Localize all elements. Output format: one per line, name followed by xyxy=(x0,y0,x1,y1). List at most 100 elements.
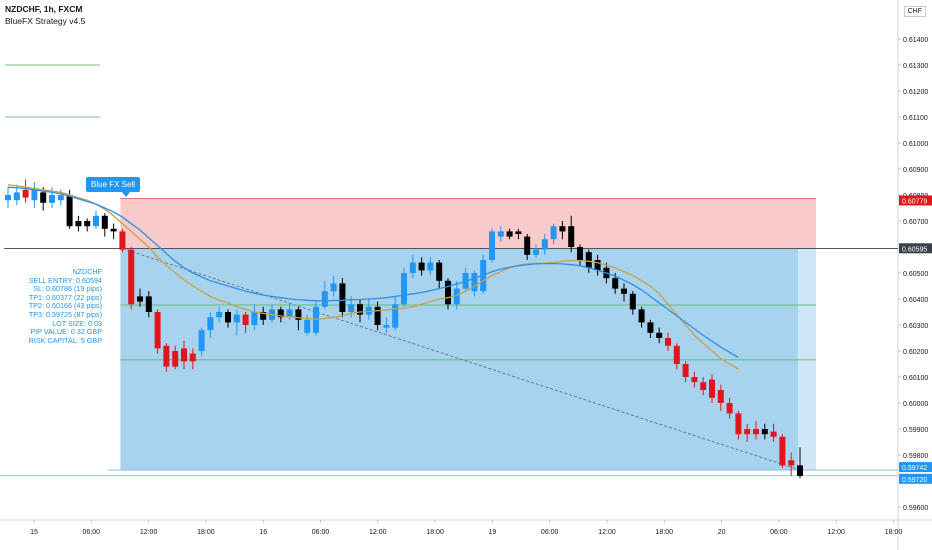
candle-body xyxy=(216,312,223,318)
candle-body xyxy=(339,283,346,312)
candle-body xyxy=(304,319,311,333)
candle-body xyxy=(506,231,513,237)
candle-body xyxy=(357,304,363,315)
x-tick-label: 12:00 xyxy=(598,529,616,536)
candle-body xyxy=(436,262,443,281)
y-tick-label: 0.61200 xyxy=(903,89,928,96)
y-tick-label: 0.59600 xyxy=(903,505,928,512)
candle-body xyxy=(31,189,38,201)
candle xyxy=(471,270,478,297)
moving-averages xyxy=(7,183,739,370)
candle-body xyxy=(647,322,654,333)
candle xyxy=(709,374,715,403)
candle xyxy=(656,327,663,344)
candle xyxy=(559,221,566,240)
candle xyxy=(700,377,707,396)
candle-body xyxy=(515,231,522,234)
candle-body xyxy=(797,465,803,476)
candle-body xyxy=(242,314,249,325)
candle xyxy=(717,384,724,411)
candle xyxy=(797,447,803,479)
candle-body xyxy=(277,309,284,318)
symbol-title: NZDCHF, 1h, FXCM xyxy=(5,4,83,14)
candle xyxy=(524,234,531,260)
candle-body xyxy=(57,195,64,201)
candle-body xyxy=(621,288,627,294)
y-tick-label: 0.61000 xyxy=(903,141,928,148)
price-label-entry: 0.60595 xyxy=(902,246,927,253)
candle-body xyxy=(260,312,267,320)
candle-body xyxy=(251,312,258,325)
candle-body xyxy=(383,325,390,328)
candle-body xyxy=(233,314,240,323)
candle-body xyxy=(409,262,416,273)
candle-body xyxy=(225,312,231,323)
candle xyxy=(401,267,407,307)
candle xyxy=(568,215,575,253)
candle xyxy=(392,296,399,331)
trade-path-line xyxy=(122,248,801,471)
y-tick-label: 0.61300 xyxy=(903,63,928,70)
candle-body xyxy=(770,431,777,437)
candle xyxy=(154,309,161,354)
candle-body xyxy=(568,226,575,247)
trade-info-line: TP1: 0.60377 (22 pips) xyxy=(28,292,102,302)
candle xyxy=(198,327,205,357)
candle xyxy=(260,306,267,325)
candle-body xyxy=(40,192,47,203)
candle-body xyxy=(682,364,689,377)
candle-body xyxy=(189,353,196,362)
tp-levels xyxy=(5,64,816,361)
candle xyxy=(137,288,143,307)
currency-badge[interactable]: CHF xyxy=(903,6,926,17)
candle xyxy=(383,317,390,333)
candle-body xyxy=(207,317,214,331)
candle xyxy=(172,345,179,370)
candle-body xyxy=(753,429,759,435)
trade-info-line: RISK CAPITAL: 5 GBP xyxy=(28,335,102,345)
candle xyxy=(515,228,522,240)
candle xyxy=(75,215,82,232)
candle-body xyxy=(5,195,11,201)
x-tick-label: 18:00 xyxy=(885,529,903,536)
candle-body xyxy=(717,390,724,403)
candle xyxy=(321,280,328,310)
candle xyxy=(207,312,214,338)
candle-body xyxy=(761,429,768,435)
indicator-title: BlueFX Strategy v4.5 xyxy=(5,16,86,26)
candle-body xyxy=(154,312,161,349)
trade-info-line: TP3: 0.59725 (87 pips) xyxy=(28,309,102,319)
candle xyxy=(673,343,680,370)
candle xyxy=(233,309,240,336)
trade-info-line: SELL ENTRY: 0.60594 xyxy=(28,275,102,285)
candle xyxy=(788,452,795,476)
candle-body xyxy=(577,247,583,260)
trade-zones xyxy=(0,198,898,477)
candle-body xyxy=(471,273,478,292)
candle-body xyxy=(286,309,293,318)
candle xyxy=(84,218,91,232)
candle-body xyxy=(330,283,337,292)
candle xyxy=(638,306,645,328)
candle xyxy=(427,257,434,276)
candle xyxy=(365,299,372,320)
candle-body xyxy=(427,262,434,271)
candle xyxy=(744,423,751,442)
candle xyxy=(418,257,425,276)
trade-info-line: NZDCHF xyxy=(72,267,102,276)
candle xyxy=(445,278,451,310)
candle xyxy=(682,361,689,383)
candle-body xyxy=(110,228,117,232)
candle xyxy=(31,182,38,208)
trade-info-line: PIP VALUE: 0.32 GBP xyxy=(30,327,102,337)
candle-body xyxy=(691,377,698,383)
candle-body xyxy=(559,226,566,232)
x-tick-label: 20 xyxy=(718,529,726,536)
candle xyxy=(277,306,284,323)
candle xyxy=(22,179,29,203)
candle-body xyxy=(524,236,531,255)
candle xyxy=(533,244,539,258)
candle-body xyxy=(172,351,179,367)
